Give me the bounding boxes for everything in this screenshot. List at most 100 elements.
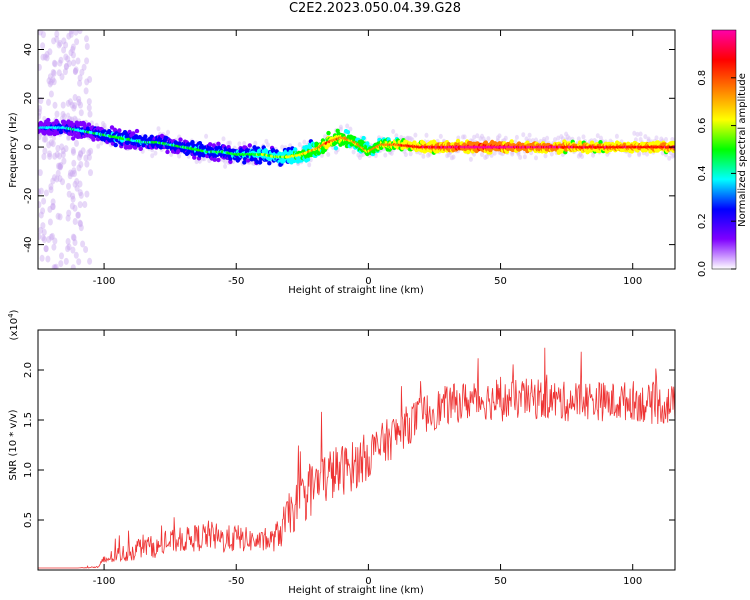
spectrogram-noise-blob: [52, 174, 57, 182]
spectrogram-noise-blob: [61, 37, 67, 45]
spectrogram-noise-blob: [45, 255, 51, 263]
spectrogram-cell: [305, 157, 311, 162]
spectrogram-x-tick-label: -50: [228, 276, 244, 287]
snr-x-tick-label: 0: [365, 576, 371, 587]
spectrogram-halo-blob: [221, 136, 226, 142]
spectrogram-halo-blob: [153, 150, 158, 156]
spectrogram-halo-blob: [667, 155, 672, 161]
spectrogram-noise-blob: [72, 204, 78, 212]
spectrogram-halo-blob: [654, 135, 659, 141]
spectrogram-noise-blob: [38, 108, 42, 116]
spectrogram-halo-blob: [51, 135, 56, 141]
spectrogram-noise-blob: [57, 163, 63, 171]
spectrogram-noise-blob: [40, 42, 46, 50]
spectrogram-noise-blob: [41, 197, 47, 205]
spectrogram-noise-blob: [60, 147, 66, 155]
spectrogram-noise-blob: [87, 76, 93, 83]
spectrogram-noise-blob: [77, 30, 83, 35]
spectrogram-halo-blob: [348, 126, 353, 132]
spectrogram-noise-blob: [74, 184, 80, 192]
snr-frame: [37, 329, 676, 571]
spectrogram-noise-blob: [62, 68, 68, 76]
spectrogram-noise-blob: [47, 73, 53, 81]
spectrogram-cell: [333, 146, 339, 151]
snr-x-axis-title: Height of straight line (km): [288, 585, 424, 596]
spectrogram-halo-blob: [581, 134, 586, 140]
spectrogram-noise-blob: [54, 151, 60, 158]
spectrogram-noise-blob: [51, 69, 57, 77]
snr-marks: [38, 347, 675, 569]
spectrogram-halo-blob: [307, 162, 312, 168]
spectrogram-halo-blob: [503, 135, 508, 141]
spectrogram-noise-blob: [82, 201, 88, 208]
spectrogram-noise-blob: [46, 236, 52, 243]
spectrogram-noise-blob: [38, 188, 41, 196]
spectrogram-noise-blob: [56, 41, 62, 49]
spectrogram-noise-blob: [60, 101, 66, 109]
colorbar-tick-label: 0.6: [697, 118, 708, 134]
spectrogram-halo-blob: [408, 151, 413, 157]
spectrogram-noise-blob: [81, 63, 87, 71]
spectrogram-halo-blob: [670, 137, 675, 142]
spectrogram-noise-blob: [78, 224, 84, 232]
spectrogram-noise-blob: [72, 170, 77, 177]
spectrogram-noise-blob: [57, 213, 63, 221]
spectrogram-halo-blob: [66, 135, 71, 141]
spectrogram-noise-blob: [68, 49, 74, 57]
spectrogram-noise-blob: [78, 109, 84, 117]
spectrogram-noise-blob: [71, 148, 76, 156]
spectrogram-halo-blob: [522, 154, 527, 160]
spectrogram-noise-blob: [50, 203, 56, 211]
spectrogram-noise-blob: [50, 177, 56, 185]
spectrogram-noise-blob: [76, 153, 82, 161]
spectrogram-halo-blob: [413, 132, 418, 138]
spectrogram-halo-blob: [510, 151, 515, 157]
snr-y-tick-label: 1.0: [23, 462, 34, 478]
spectrogram-noise-blob: [87, 110, 93, 118]
spectrogram-halo-blob: [383, 152, 388, 158]
spectrogram-panel: -100 -50 0 50 100 -40 -20 0 20 40 Height of stra…: [8, 29, 676, 296]
spectrogram-noise-blob: [77, 180, 83, 188]
spectrogram-noise-blob: [71, 104, 77, 112]
spectrogram-noise-blob: [58, 56, 64, 64]
spectrogram-y-tick-label: 20: [23, 92, 34, 105]
spectrogram-noise-blob: [43, 245, 49, 253]
spectrogram-halo-blob: [204, 133, 209, 139]
spectrogram-noise-blob: [50, 140, 56, 148]
spectrogram-noise-blob: [55, 144, 61, 152]
spectrogram-noise-blob: [53, 263, 59, 269]
spectrogram-halo-blob: [521, 132, 526, 138]
spectrogram-noise-blob: [57, 59, 63, 67]
spectrogram-noise-blob: [56, 162, 61, 170]
spectrogram-noise-blob: [48, 183, 54, 191]
spectrogram-noise-blob: [43, 135, 49, 143]
spectrogram-cell: [113, 142, 118, 148]
spectrogram-cell: [242, 160, 247, 165]
spectrogram-cell: [207, 142, 213, 147]
spectrogram-noise-blob: [40, 53, 46, 61]
spectrogram-noise-blob: [80, 240, 86, 248]
spectrogram-noise-blob: [47, 205, 53, 213]
spectrogram-halo-blob: [514, 134, 519, 140]
spectrogram-x-tick-label: 0: [365, 276, 371, 287]
spectrogram-noise-blob: [52, 264, 58, 269]
spectrogram-noise-blob: [40, 31, 46, 39]
snr-y-ticks: 0.5 1.0 1.5 2.0: [23, 362, 675, 528]
spectrogram-halo-blob: [614, 133, 619, 139]
spectrogram-noise-blob: [68, 30, 74, 38]
snr-x-tick-label: -100: [93, 576, 116, 587]
spectrogram-halo-blob: [389, 150, 394, 156]
spectrogram-cell: [134, 128, 140, 134]
spectrogram-noise-blob: [47, 80, 53, 88]
spectrogram-cell: [192, 155, 197, 160]
spectrogram-noise-blob: [68, 169, 73, 177]
spectrogram-cell: [178, 137, 183, 142]
spectrogram-noise-blob: [73, 30, 79, 36]
spectrogram-halo-blob: [227, 140, 232, 146]
spectrogram-cell: [455, 138, 461, 144]
spectrogram-noise-blob: [84, 43, 90, 50]
spectrogram-cell: [267, 161, 272, 166]
spectrogram-cell: [672, 140, 675, 146]
snr-exponent-label: (x104): [7, 309, 20, 340]
spectrogram-cell: [589, 140, 595, 145]
